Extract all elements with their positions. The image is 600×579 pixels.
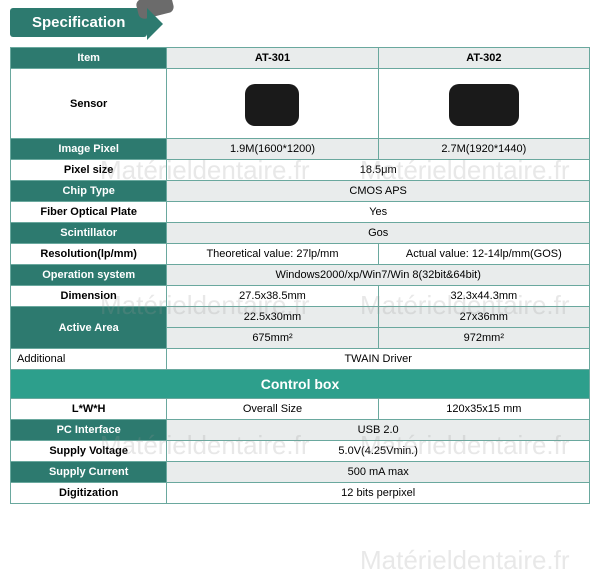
col-model-1: AT-301 <box>167 48 378 69</box>
cell: Overall Size <box>167 399 378 420</box>
cell: Gos <box>167 223 590 244</box>
row-label: PC Interface <box>11 420 167 441</box>
cell: Yes <box>167 202 590 223</box>
cell: TWAIN Driver <box>167 349 590 370</box>
cell: 120x35x15 mm <box>378 399 589 420</box>
col-item: Item <box>11 48 167 69</box>
row-label: Fiber Optical Plate <box>11 202 167 223</box>
cell: Windows2000/xp/Win7/Win 8(32bit&64bit) <box>167 265 590 286</box>
cell: USB 2.0 <box>167 420 590 441</box>
cell: 32.3x44.3mm <box>378 286 589 307</box>
cell: CMOS APS <box>167 181 590 202</box>
cell: Theoretical value: 27lp/mm <box>167 244 378 265</box>
cell: 27x36mm <box>378 307 589 328</box>
sensor-image-1 <box>167 69 378 139</box>
row-label: Supply Current <box>11 462 167 483</box>
clip-icon <box>135 0 175 20</box>
cell: 2.7M(1920*1440) <box>378 139 589 160</box>
cell: 500 mA max <box>167 462 590 483</box>
col-model-2: AT-302 <box>378 48 589 69</box>
cell: 18.5μm <box>167 160 590 181</box>
row-label: Pixel size <box>11 160 167 181</box>
cell: 5.0V(4.25Vmin.) <box>167 441 590 462</box>
spec-table: Item AT-301 AT-302 Sensor Image Pixel 1.… <box>10 47 590 504</box>
row-label: Supply Voltage <box>11 441 167 462</box>
cell: 27.5x38.5mm <box>167 286 378 307</box>
row-label: L*W*H <box>11 399 167 420</box>
row-label: Scintillator <box>11 223 167 244</box>
row-sensor-label: Sensor <box>11 69 167 139</box>
sensor-icon <box>245 78 299 126</box>
cell: Actual value: 12-14lp/mm(GOS) <box>378 244 589 265</box>
cell: 22.5x30mm <box>167 307 378 328</box>
specification-tag: Specification <box>10 8 147 37</box>
row-label: Chip Type <box>11 181 167 202</box>
row-label: Digitization <box>11 483 167 504</box>
row-label: Resolution(lp/mm) <box>11 244 167 265</box>
specification-tag-label: Specification <box>32 14 125 31</box>
control-box-header: Control box <box>11 370 590 399</box>
row-label: Image Pixel <box>11 139 167 160</box>
row-label: Dimension <box>11 286 167 307</box>
row-label: Operation system <box>11 265 167 286</box>
row-label: Additional <box>11 349 167 370</box>
cell: 675mm² <box>167 328 378 349</box>
sensor-image-2 <box>378 69 589 139</box>
watermark-text: Matérieldentaire.fr <box>360 545 570 576</box>
cell: 972mm² <box>378 328 589 349</box>
cell: 12 bits perpixel <box>167 483 590 504</box>
sensor-icon <box>449 78 519 126</box>
cell: 1.9M(1600*1200) <box>167 139 378 160</box>
row-label: Active Area <box>11 307 167 349</box>
